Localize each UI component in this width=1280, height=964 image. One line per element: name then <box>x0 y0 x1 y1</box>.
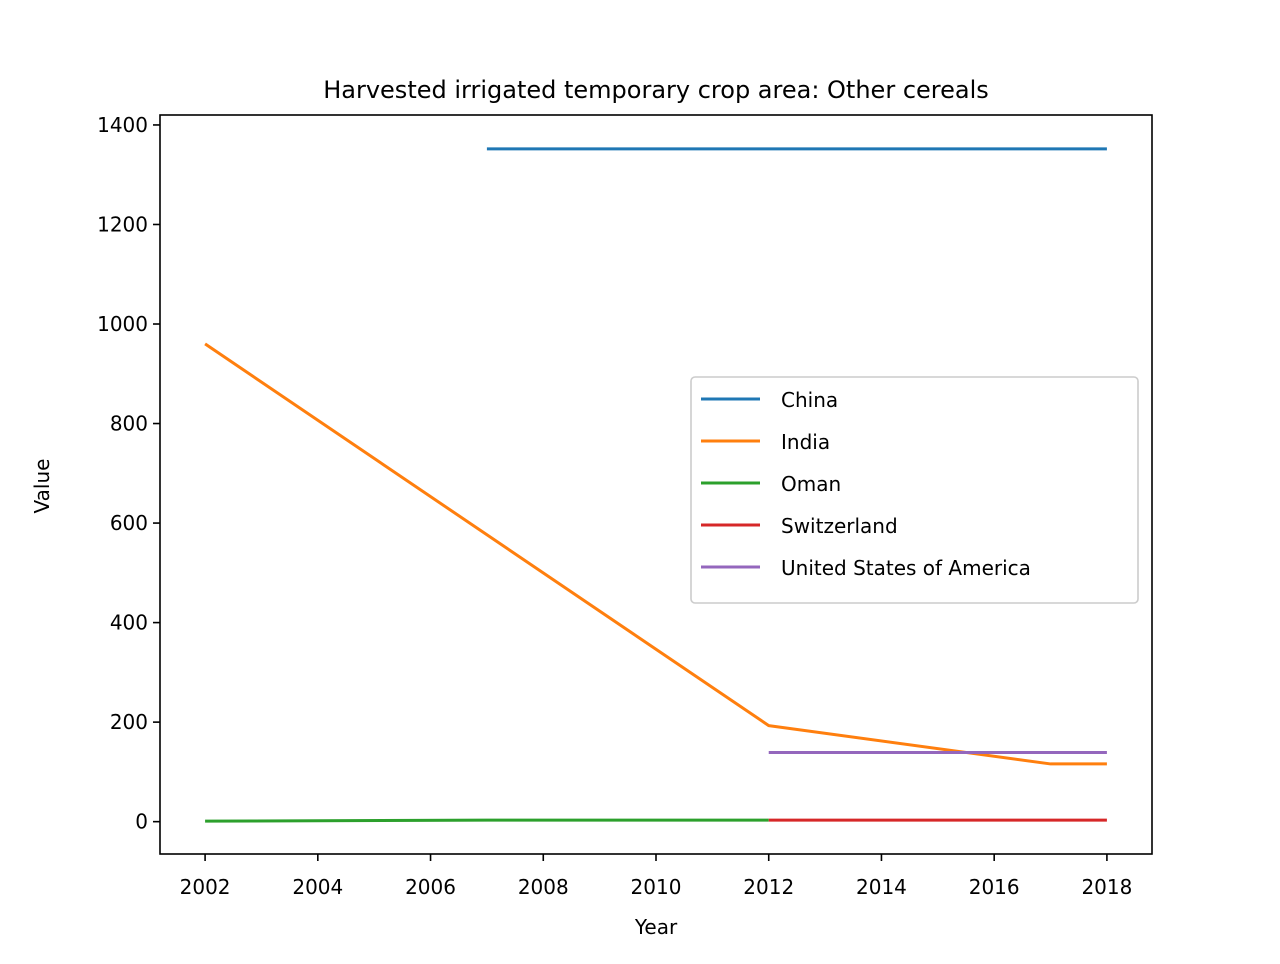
y-tick-label: 200 <box>110 710 148 734</box>
legend-box <box>690 376 1139 604</box>
x-tick-label: 2016 <box>969 875 1020 899</box>
x-tick-label: 2006 <box>405 875 456 899</box>
y-tick-label: 0 <box>135 810 148 834</box>
y-tick-label: 1400 <box>97 113 148 137</box>
series-line-2 <box>205 818 769 823</box>
x-tick-label: 2002 <box>180 875 231 899</box>
y-axis-label: Value <box>30 459 54 514</box>
x-axis-label: Year <box>634 915 678 939</box>
y-tick-label: 400 <box>110 611 148 635</box>
y-axis: 0 200 400 600 800 1000 1200 1400 <box>97 113 160 834</box>
x-tick-label: 2004 <box>292 875 343 899</box>
series-line-1 <box>204 342 1107 766</box>
x-tick-label: 2010 <box>631 875 682 899</box>
x-tick-label: 2014 <box>856 875 907 899</box>
legend-label: United States of America <box>781 556 1031 580</box>
y-tick-label: 600 <box>110 511 148 535</box>
legend-label: Switzerland <box>781 514 898 538</box>
legend: China India Oman Switzerland United States o… <box>690 376 1139 604</box>
legend-label: India <box>781 430 830 454</box>
y-tick-label: 1200 <box>97 212 148 236</box>
y-tick-label: 800 <box>110 412 148 436</box>
y-tick-label: 1000 <box>97 312 148 336</box>
legend-label: Oman <box>781 472 841 496</box>
x-tick-label: 2012 <box>743 875 794 899</box>
x-axis: 2002 2004 2006 2008 2010 2012 2014 2016 2018 <box>180 854 1132 899</box>
x-tick-label: 2008 <box>518 875 569 899</box>
x-tick-label: 2018 <box>1081 875 1132 899</box>
legend-label: China <box>781 388 838 412</box>
chart-title: Harvested irrigated temporary crop area:… <box>323 76 989 104</box>
plot-lines <box>204 147 1107 823</box>
